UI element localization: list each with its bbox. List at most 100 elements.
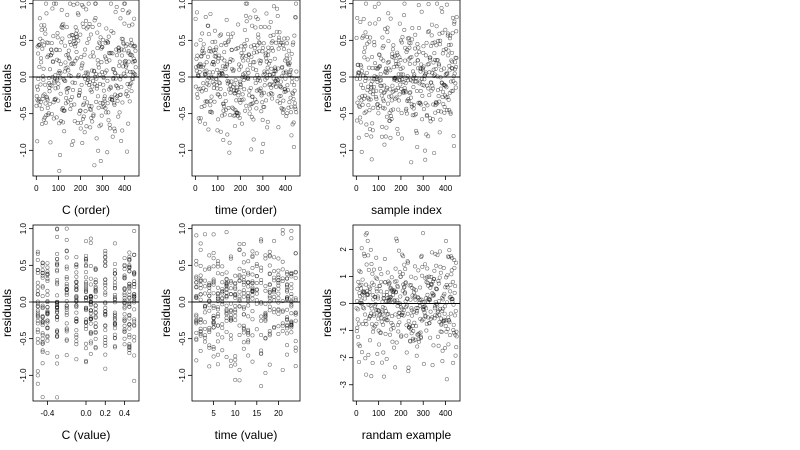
data-point bbox=[50, 50, 55, 55]
data-point bbox=[233, 286, 238, 291]
data-point bbox=[82, 52, 87, 57]
data-point bbox=[122, 342, 127, 347]
data-point bbox=[88, 236, 93, 241]
data-point bbox=[406, 365, 411, 370]
data-point bbox=[43, 31, 48, 36]
data-point bbox=[202, 284, 207, 289]
data-point bbox=[230, 58, 235, 63]
data-point bbox=[216, 117, 221, 122]
data-point bbox=[443, 346, 448, 351]
data-point bbox=[263, 314, 268, 319]
data-point bbox=[246, 272, 251, 277]
data-point bbox=[285, 326, 290, 331]
data-point bbox=[276, 273, 281, 278]
data-point bbox=[203, 88, 208, 93]
data-point bbox=[275, 6, 280, 11]
data-point bbox=[276, 300, 281, 305]
data-point bbox=[394, 95, 399, 100]
data-point bbox=[96, 65, 101, 70]
data-point bbox=[126, 59, 131, 64]
data-point bbox=[68, 107, 73, 112]
data-point bbox=[408, 297, 413, 302]
data-point bbox=[410, 336, 415, 341]
data-point bbox=[98, 100, 103, 105]
data-point bbox=[195, 95, 200, 100]
data-point bbox=[374, 286, 379, 291]
data-point bbox=[95, 58, 100, 63]
data-point bbox=[215, 259, 220, 264]
data-point bbox=[212, 99, 217, 104]
data-point bbox=[274, 84, 279, 89]
data-point bbox=[250, 292, 255, 297]
data-point bbox=[112, 268, 117, 273]
data-point bbox=[223, 67, 228, 72]
data-point bbox=[420, 93, 425, 98]
data-point bbox=[404, 50, 409, 55]
y-tick-label: 1.0 bbox=[178, 0, 187, 9]
data-point bbox=[237, 289, 242, 294]
data-point bbox=[228, 364, 233, 369]
data-point bbox=[202, 335, 207, 340]
data-point bbox=[267, 333, 272, 338]
data-point bbox=[213, 39, 218, 44]
data-point bbox=[364, 372, 369, 377]
data-point bbox=[127, 343, 132, 348]
data-point bbox=[365, 238, 370, 243]
data-point bbox=[389, 117, 394, 122]
data-point bbox=[417, 79, 422, 84]
data-point bbox=[93, 288, 98, 293]
data-point bbox=[45, 273, 50, 278]
data-point bbox=[64, 329, 69, 334]
data-point bbox=[272, 307, 277, 312]
data-point bbox=[250, 333, 255, 338]
data-point bbox=[132, 353, 137, 358]
data-point bbox=[263, 253, 268, 258]
data-point bbox=[116, 114, 121, 119]
data-point bbox=[361, 289, 366, 294]
data-point bbox=[285, 324, 290, 329]
data-point bbox=[388, 135, 393, 140]
data-point bbox=[126, 49, 131, 54]
data-point bbox=[42, 23, 47, 28]
data-point bbox=[244, 13, 249, 18]
y-tick-label: 1.0 bbox=[19, 223, 28, 235]
data-point bbox=[246, 327, 251, 332]
data-point bbox=[108, 1, 113, 6]
data-point bbox=[89, 68, 94, 73]
data-point bbox=[447, 248, 452, 253]
data-point bbox=[380, 311, 385, 316]
data-point bbox=[434, 24, 439, 29]
data-point bbox=[364, 70, 369, 75]
data-point bbox=[285, 289, 290, 294]
data-point bbox=[255, 17, 260, 22]
data-point bbox=[393, 365, 398, 370]
data-point bbox=[215, 311, 220, 316]
data-point bbox=[64, 276, 69, 281]
data-point bbox=[250, 309, 255, 314]
data-point bbox=[369, 85, 374, 90]
data-point bbox=[36, 99, 41, 104]
data-point bbox=[207, 325, 212, 330]
data-point bbox=[355, 307, 360, 312]
data-point bbox=[422, 148, 427, 153]
data-point bbox=[246, 58, 251, 63]
data-point bbox=[398, 58, 403, 63]
data-point bbox=[294, 110, 299, 115]
data-point bbox=[59, 25, 64, 30]
data-point bbox=[228, 333, 233, 338]
data-point bbox=[395, 85, 400, 90]
data-point bbox=[438, 38, 443, 43]
data-point bbox=[215, 305, 220, 310]
data-point bbox=[276, 268, 281, 273]
data-point bbox=[396, 315, 401, 320]
data-point bbox=[362, 93, 367, 98]
data-point bbox=[383, 26, 388, 31]
data-point bbox=[396, 98, 401, 103]
data-point bbox=[289, 51, 294, 56]
data-point bbox=[399, 72, 404, 77]
data-point bbox=[361, 96, 366, 101]
data-point bbox=[236, 111, 241, 116]
data-point bbox=[385, 60, 390, 65]
data-point bbox=[222, 112, 227, 117]
data-point bbox=[62, 69, 67, 74]
